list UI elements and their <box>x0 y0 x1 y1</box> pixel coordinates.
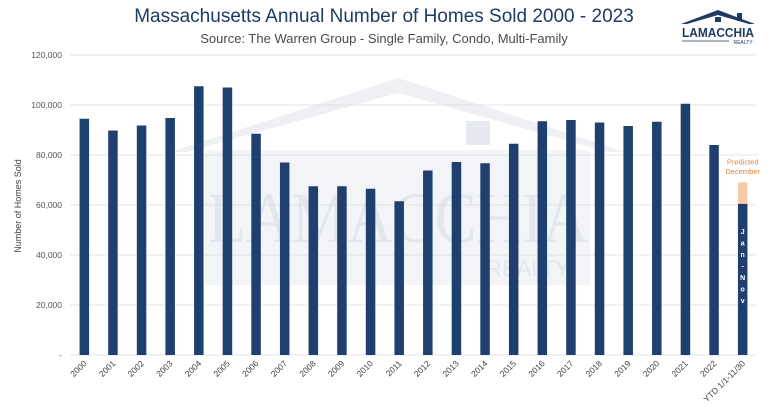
x-tick-label: 2014 <box>469 358 490 379</box>
predicted-label: December <box>725 167 760 176</box>
y-tick-label: 80,000 <box>36 150 62 160</box>
x-tick-label: 2018 <box>584 358 605 379</box>
x-tick-label: 2011 <box>384 358 404 378</box>
y-tick-label: 40,000 <box>36 250 62 260</box>
bar <box>480 163 490 355</box>
bar <box>566 120 576 355</box>
bar-annotation-char: N <box>740 275 745 282</box>
chart-subtitle: Source: The Warren Group - Single Family… <box>200 31 568 46</box>
x-tick-label: 2007 <box>269 358 290 379</box>
watermark-subtext: REALTY <box>486 256 570 281</box>
bar-annotation-char: J <box>741 229 745 236</box>
x-tick-label: 2012 <box>412 358 433 379</box>
bar-annotation-char: v <box>741 298 745 305</box>
bar <box>251 133 261 355</box>
logo-window-icon <box>715 17 721 22</box>
bar <box>423 170 433 355</box>
x-tick-label: 2004 <box>183 358 204 379</box>
bar <box>594 122 605 355</box>
bar-annotation-char: n <box>741 252 745 259</box>
predicted-label: Predicted <box>727 158 759 167</box>
y-axis-label: Number of Homes Sold <box>13 159 23 253</box>
x-tick-label: 2021 <box>669 358 690 379</box>
chart-title: Massachusetts Annual Number of Homes Sol… <box>134 6 634 27</box>
bar <box>623 126 633 355</box>
bar-annotation-char: a <box>741 240 745 247</box>
bar <box>79 118 90 355</box>
bar <box>308 186 319 355</box>
bar <box>165 118 175 355</box>
y-tick-label: 20,000 <box>36 300 62 310</box>
x-tick-label: 2010 <box>355 358 376 379</box>
x-tick-label: 2002 <box>126 358 147 379</box>
logo-subtext: REALTY <box>733 40 753 46</box>
x-tick-label: 2003 <box>154 358 175 379</box>
x-tick-label: 2006 <box>240 358 261 379</box>
x-tick-label: 2022 <box>698 358 719 379</box>
bar-annotation-char: - <box>742 263 745 270</box>
y-tick-label: 100,000 <box>31 100 62 110</box>
bar <box>108 130 118 355</box>
lamacchia-logo: LAMACCHIA REALTY <box>681 10 755 46</box>
bar <box>709 145 719 355</box>
bar <box>508 143 519 355</box>
bar <box>394 201 404 355</box>
x-tick-label: 2013 <box>440 358 461 379</box>
watermark-window-icon <box>466 121 490 145</box>
predicted-bar-segment <box>737 182 748 204</box>
bar <box>737 203 748 355</box>
y-tick-label: 120,000 <box>31 50 62 60</box>
logo-text: LAMACCHIA <box>682 26 754 40</box>
bar-annotation-char: o <box>741 286 745 293</box>
x-tick-label: 2019 <box>612 358 633 379</box>
logo-roof-icon <box>681 10 755 24</box>
bar <box>337 186 347 355</box>
x-tick-label: 2008 <box>297 358 318 379</box>
bar <box>652 121 662 355</box>
y-tick-label: - <box>59 350 62 360</box>
x-tick-label: 2016 <box>526 358 547 379</box>
x-tick-label: 2005 <box>211 358 232 379</box>
x-tick-label: 2015 <box>498 358 519 379</box>
x-tick-label: 2000 <box>68 358 89 379</box>
bar <box>194 86 204 355</box>
bar <box>279 162 290 355</box>
x-tick-label: 2017 <box>555 358 576 379</box>
logo-chimney-icon <box>737 13 742 21</box>
x-tick-label: 2009 <box>326 358 347 379</box>
bar <box>451 162 462 355</box>
watermark-house-icon <box>170 78 625 152</box>
bar <box>222 87 233 355</box>
y-tick-label: 60,000 <box>36 200 62 210</box>
bar <box>537 121 548 355</box>
x-tick-label: 2020 <box>641 358 662 379</box>
bar <box>365 188 376 355</box>
x-tick-label: 2001 <box>97 358 118 379</box>
bar <box>136 125 147 355</box>
bar <box>680 103 691 355</box>
